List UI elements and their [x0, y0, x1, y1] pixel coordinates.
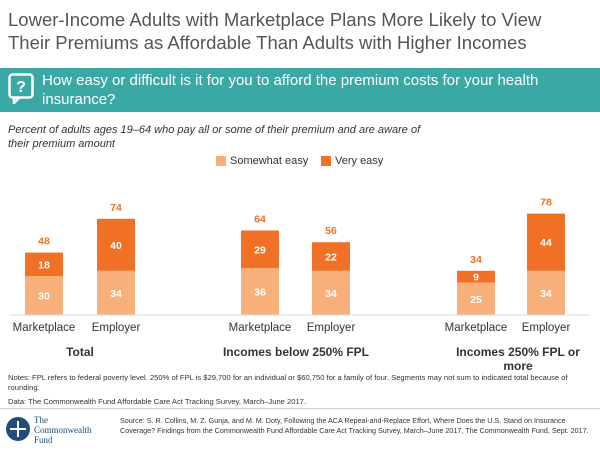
data-label-somewhat-easy-g3-employer: 34: [540, 288, 552, 300]
svg-text:?: ?: [16, 79, 26, 96]
data-source: Data: The Commonwealth Fund Affordable C…: [8, 397, 307, 406]
data-label-total-g1-employer: 74: [110, 202, 122, 214]
data-label-total-g2-employer: 56: [325, 225, 337, 237]
legend-swatch-very-easy: [321, 156, 331, 166]
data-label-very-easy-g3-marketplace: 9: [473, 272, 479, 284]
bar-somewhat-easy-g2-marketplace: [241, 268, 279, 315]
bar-somewhat-easy-g1-marketplace: [25, 276, 63, 315]
legend-very-easy: Very easy: [321, 154, 383, 168]
tick-label-g3-marketplace: Marketplace: [445, 322, 508, 334]
data-label-very-easy-g1-marketplace: 18: [38, 259, 50, 271]
snowflake-icon: [6, 417, 30, 441]
legend-label-somewhat-easy: Somewhat easy: [230, 155, 309, 167]
data-label-somewhat-easy-g3-marketplace: 25: [470, 294, 482, 306]
data-label-very-easy-g3-employer: 44: [540, 237, 552, 249]
tick-label-g2-marketplace: Marketplace: [229, 322, 292, 334]
question-banner: ? How easy or difficult is it for you to…: [0, 68, 600, 112]
question-bubble-icon: ?: [8, 73, 34, 105]
bar-somewhat-easy-g3-employer: [527, 270, 565, 315]
footer-divider: [0, 408, 600, 409]
data-label-very-easy-g2-marketplace: 29: [254, 244, 266, 256]
page-title: Lower-Income Adults with Marketplace Pla…: [8, 9, 542, 53]
bar-somewhat-easy-g2-employer: [312, 270, 350, 315]
tick-label-g1-marketplace: Marketplace: [13, 322, 76, 334]
commonwealth-fund-logo: The Commonwealth Fund: [6, 415, 116, 445]
bar-very-easy-g1-employer: [97, 218, 135, 271]
tick-label-g1-employer: Employer: [92, 322, 141, 334]
data-label-somewhat-easy-g2-employer: 34: [325, 288, 337, 300]
legend-somewhat-easy: Somewhat easy: [216, 154, 308, 168]
chart-subtitle: Percent of adults ages 19–64 who pay all…: [8, 124, 421, 150]
logo-line-3: Fund: [34, 435, 53, 445]
data-label-very-easy-g1-employer: 40: [110, 240, 122, 252]
stacked-bar-chart: 30 18 48 Marketplace 34 40 74 Employer Total 36 29…: [10, 197, 590, 370]
bar-very-easy-g1-marketplace: [25, 252, 63, 276]
survey-question: How easy or difficult is it for you to a…: [42, 72, 539, 108]
source-citation: Source: S. R. Collins, M. Z. Gunja, and …: [120, 416, 589, 435]
tick-label-g2-employer: Employer: [307, 322, 356, 334]
logo-line-1: The: [34, 415, 48, 425]
data-label-total-g2-marketplace: 64: [254, 214, 266, 226]
group-label-3-line2: more: [503, 359, 533, 370]
bar-very-easy-g2-marketplace: [241, 230, 279, 269]
logo-line-2: Commonwealth: [34, 425, 92, 435]
legend-swatch-somewhat-easy: [216, 156, 226, 166]
data-label-somewhat-easy-g1-marketplace: 30: [38, 291, 50, 303]
data-label-total-g3-employer: 78: [540, 197, 552, 209]
bar-very-easy-g3-marketplace: [457, 270, 495, 283]
bar-somewhat-easy-g3-marketplace: [457, 282, 495, 315]
group-label-2: Incomes below 250% FPL: [223, 345, 369, 359]
notes: Notes: FPL refers to federal poverty lev…: [8, 373, 592, 407]
data-label-total-g3-marketplace: 34: [470, 254, 482, 266]
legend-label-very-easy: Very easy: [335, 155, 384, 167]
bar-somewhat-easy-g1-employer: [97, 270, 135, 315]
logo-text: The Commonwealth Fund: [34, 415, 116, 445]
tick-label-g3-employer: Employer: [522, 322, 571, 334]
group-label-1: Total: [66, 345, 94, 359]
group-label-3-line1: Incomes 250% FPL or: [456, 345, 580, 359]
bar-very-easy-g2-employer: [312, 242, 350, 271]
data-label-very-easy-g2-employer: 22: [325, 252, 337, 264]
data-label-somewhat-easy-g1-employer: 34: [110, 288, 122, 300]
data-label-somewhat-easy-g2-marketplace: 36: [254, 287, 266, 299]
bar-very-easy-g3-employer: [527, 213, 565, 271]
notes-text: Notes: FPL refers to federal poverty lev…: [8, 373, 568, 392]
data-label-total-g1-marketplace: 48: [38, 236, 50, 248]
